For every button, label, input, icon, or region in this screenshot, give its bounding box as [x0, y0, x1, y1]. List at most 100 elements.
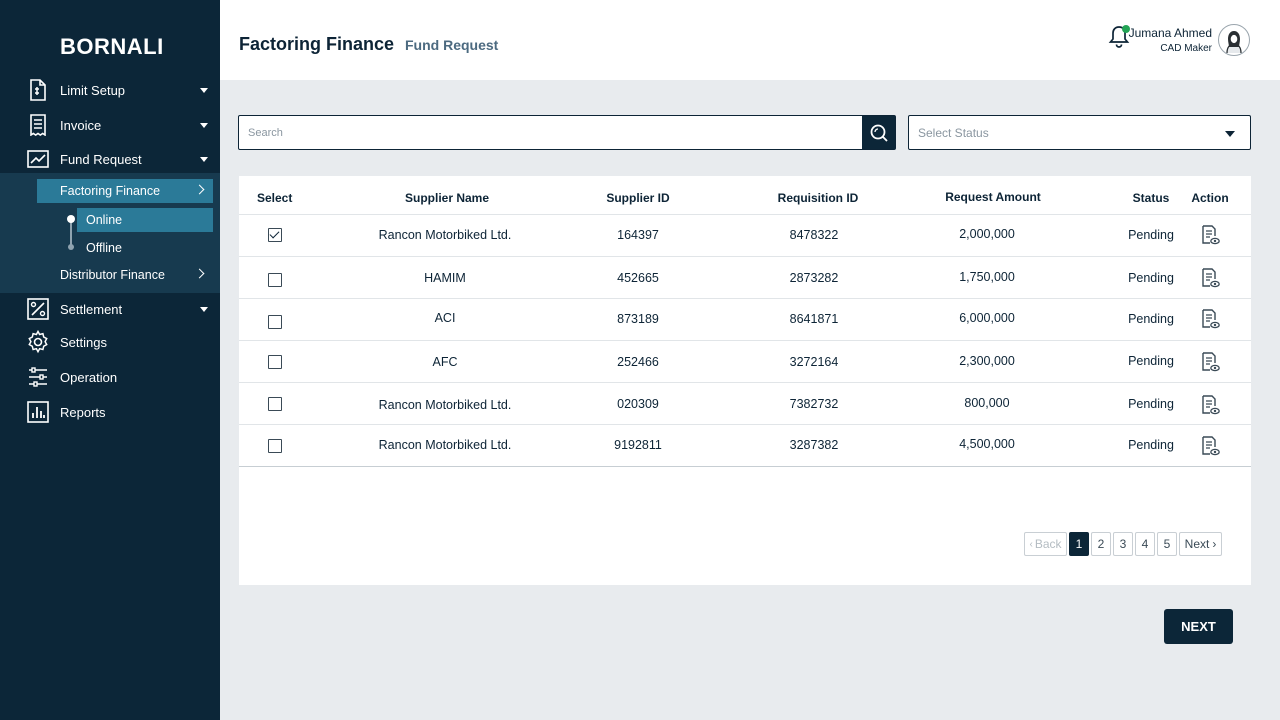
row-checkbox[interactable]: [268, 397, 282, 411]
caret-down-icon: [1225, 131, 1235, 137]
cell-status: Pending: [1128, 312, 1174, 326]
row-divider: [239, 256, 1251, 257]
cell-request-amount: 2,300,000: [959, 354, 1015, 368]
chevron-right-icon: [194, 268, 205, 279]
tree-connector: [70, 219, 72, 247]
chevron-left-icon: ‹: [1029, 538, 1033, 550]
sidebar-subitem-distributor-finance[interactable]: Distributor Finance: [37, 263, 213, 287]
cell-supplier-id: 873189: [617, 312, 659, 326]
view-document-icon[interactable]: [1200, 352, 1220, 372]
chevron-down-icon: [200, 87, 208, 93]
view-document-icon[interactable]: [1200, 309, 1220, 329]
sidebar: BORNALI Limit Setup Invoice Fund Request…: [0, 0, 220, 720]
page-title: Factoring Finance: [239, 34, 395, 54]
sidebar-item-reports[interactable]: Reports: [0, 395, 220, 429]
row-checkbox[interactable]: [268, 439, 282, 453]
view-document-icon[interactable]: [1200, 436, 1220, 456]
next-button[interactable]: NEXT: [1164, 609, 1233, 644]
sidebar-item-settlement[interactable]: Settlement: [0, 292, 220, 326]
sidebar-subitem-offline[interactable]: Offline: [77, 236, 213, 260]
sidebar-item-label: Operation: [60, 369, 118, 385]
bar-chart-icon: [26, 400, 50, 424]
cell-request-amount: 2,000,000: [959, 227, 1015, 241]
cell-status: Pending: [1128, 438, 1174, 452]
sidebar-item-limit-setup[interactable]: Limit Setup: [0, 73, 220, 107]
pagination-next[interactable]: Next ›: [1179, 532, 1222, 556]
row-divider: [239, 298, 1251, 299]
row-divider: [239, 424, 1251, 425]
receipt-icon: [26, 113, 50, 137]
sidebar-item-operation[interactable]: Operation: [0, 360, 220, 394]
brand-logo: BORNALI: [60, 34, 164, 59]
cell-supplier-name: Rancon Motorbiked Ltd.: [378, 438, 512, 452]
sidebar-subitem-online[interactable]: Online: [77, 208, 213, 232]
cell-supplier-name: AFC: [432, 355, 458, 369]
view-document-icon[interactable]: [1200, 225, 1220, 245]
search-button[interactable]: [862, 116, 895, 149]
tree-node-dot: [68, 244, 74, 250]
cell-supplier-id: 9192811: [614, 438, 662, 452]
column-header-select: Select: [257, 191, 293, 205]
sidebar-item-label: Fund Request: [60, 151, 142, 167]
pagination-page-2[interactable]: 2: [1091, 532, 1111, 556]
cell-supplier-name: ACI: [434, 311, 456, 325]
requests-table: Select Supplier Name Supplier ID Requisi…: [239, 176, 1251, 585]
search-icon: [870, 124, 888, 142]
sidebar-item-settings[interactable]: Settings: [0, 325, 220, 359]
cell-supplier-name: Rancon Motorbiked Ltd.: [378, 398, 512, 412]
cell-requisition-id: 8478322: [789, 228, 839, 242]
row-checkbox[interactable]: [268, 228, 282, 242]
pagination-back[interactable]: ‹ Back: [1024, 532, 1067, 556]
view-document-icon[interactable]: [1200, 395, 1220, 415]
sidebar-subitem-label: Distributor Finance: [60, 268, 165, 282]
header-divider: [239, 214, 1251, 215]
sidebar-subitem-label: Factoring Finance: [60, 184, 161, 198]
chevron-down-icon: [200, 122, 208, 128]
avatar[interactable]: [1218, 24, 1250, 56]
row-divider: [239, 466, 1251, 467]
breadcrumb: Fund Request: [405, 37, 499, 53]
cell-requisition-id: 2873282: [789, 271, 839, 285]
chevron-right-icon: [194, 184, 205, 195]
chart-line-icon: [26, 147, 50, 171]
cell-supplier-id: 020309: [617, 397, 659, 411]
top-header: Factoring Finance Fund Request Jumana Ah…: [220, 0, 1280, 80]
cell-request-amount: 4,500,000: [959, 437, 1015, 451]
cell-requisition-id: 7382732: [789, 397, 839, 411]
view-document-icon[interactable]: [1200, 268, 1220, 288]
sidebar-item-label: Settlement: [60, 301, 123, 317]
row-checkbox[interactable]: [268, 273, 282, 287]
column-header-requisition-id: Requisition ID: [777, 191, 859, 205]
sidebar-subitem-factoring-finance[interactable]: Factoring Finance: [37, 179, 213, 203]
cell-status: Pending: [1128, 228, 1174, 242]
cell-supplier-id: 252466: [617, 355, 659, 369]
chevron-down-icon: [200, 306, 208, 312]
pagination-page-3[interactable]: 3: [1113, 532, 1133, 556]
row-checkbox[interactable]: [268, 315, 282, 329]
sidebar-item-fund-request[interactable]: Fund Request: [0, 142, 220, 176]
percent-icon: [26, 297, 50, 321]
gear-icon: [26, 330, 50, 354]
cell-requisition-id: 8641871: [789, 312, 839, 326]
cell-request-amount: 800,000: [964, 396, 1010, 410]
cell-status: Pending: [1128, 354, 1174, 368]
sidebar-subitem-label: Online: [86, 213, 123, 227]
status-select-placeholder: Select Status: [918, 126, 989, 140]
cell-requisition-id: 3287382: [789, 438, 839, 452]
search-box: [238, 115, 896, 150]
sidebar-item-label: Reports: [60, 404, 106, 420]
cell-request-amount: 1,750,000: [959, 270, 1015, 284]
pagination-page-5[interactable]: 5: [1157, 532, 1177, 556]
cell-supplier-name: Rancon Motorbiked Ltd.: [378, 228, 512, 242]
status-select[interactable]: Select Status: [908, 115, 1251, 150]
search-input[interactable]: [239, 116, 863, 149]
user-role: CAD Maker: [1160, 43, 1212, 54]
sidebar-item-invoice[interactable]: Invoice: [0, 108, 220, 142]
column-header-status: Status: [1132, 191, 1170, 205]
pagination-page-1[interactable]: 1: [1069, 532, 1089, 556]
row-divider: [239, 382, 1251, 383]
cell-request-amount: 6,000,000: [959, 311, 1015, 325]
row-checkbox[interactable]: [268, 355, 282, 369]
pagination-page-4[interactable]: 4: [1135, 532, 1155, 556]
column-header-supplier-name: Supplier Name: [405, 191, 490, 205]
